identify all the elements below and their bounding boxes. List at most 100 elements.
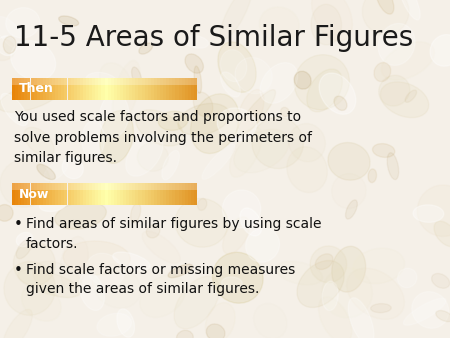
Ellipse shape — [100, 111, 134, 163]
Bar — [129, 78, 132, 100]
Bar — [184, 78, 188, 100]
Ellipse shape — [112, 61, 140, 123]
Ellipse shape — [436, 311, 450, 322]
Ellipse shape — [3, 36, 16, 53]
Ellipse shape — [140, 275, 185, 317]
Ellipse shape — [190, 94, 239, 153]
Ellipse shape — [368, 169, 377, 183]
Ellipse shape — [432, 273, 450, 288]
Bar — [55, 78, 58, 100]
Ellipse shape — [139, 43, 153, 54]
Bar — [123, 183, 126, 205]
Ellipse shape — [16, 239, 32, 259]
Ellipse shape — [0, 36, 17, 55]
Bar — [188, 78, 191, 100]
Ellipse shape — [4, 262, 55, 315]
Ellipse shape — [178, 103, 230, 135]
Ellipse shape — [184, 35, 208, 48]
Bar — [154, 78, 157, 100]
Ellipse shape — [259, 7, 299, 42]
Ellipse shape — [362, 0, 409, 35]
Ellipse shape — [223, 217, 250, 254]
Bar — [24, 183, 27, 205]
Ellipse shape — [218, 42, 256, 92]
Bar — [166, 183, 169, 205]
Ellipse shape — [238, 90, 264, 132]
Bar — [151, 183, 154, 205]
Bar — [172, 78, 176, 100]
Ellipse shape — [137, 143, 168, 171]
Bar — [86, 183, 89, 205]
Ellipse shape — [430, 34, 450, 66]
Ellipse shape — [86, 72, 118, 92]
Ellipse shape — [18, 270, 81, 297]
Ellipse shape — [86, 253, 124, 287]
Bar — [92, 78, 95, 100]
Text: •: • — [14, 217, 23, 232]
Bar — [179, 183, 182, 205]
Bar — [55, 183, 58, 205]
Bar — [83, 78, 86, 100]
Bar — [101, 78, 104, 100]
Bar — [179, 78, 182, 100]
Ellipse shape — [382, 42, 434, 80]
Ellipse shape — [252, 117, 303, 169]
Bar — [95, 78, 99, 100]
Ellipse shape — [230, 127, 262, 177]
Ellipse shape — [399, 0, 420, 20]
Ellipse shape — [287, 147, 327, 193]
Ellipse shape — [11, 41, 56, 80]
Bar — [36, 183, 40, 205]
Bar — [172, 183, 176, 205]
Bar — [46, 183, 49, 205]
Bar — [34, 183, 36, 205]
Ellipse shape — [322, 281, 338, 311]
Bar — [141, 78, 144, 100]
Bar — [92, 183, 95, 205]
Text: Then: Then — [19, 82, 54, 96]
Ellipse shape — [217, 108, 256, 140]
Ellipse shape — [63, 241, 130, 275]
Bar — [132, 78, 135, 100]
Bar — [43, 183, 46, 205]
Bar — [117, 78, 120, 100]
Bar — [12, 183, 197, 190]
Text: Now: Now — [19, 188, 50, 200]
Bar — [166, 78, 169, 100]
Ellipse shape — [60, 237, 88, 289]
Bar — [129, 183, 132, 205]
Ellipse shape — [0, 159, 50, 207]
Bar — [49, 78, 52, 100]
Ellipse shape — [158, 111, 188, 130]
Ellipse shape — [276, 261, 323, 285]
Bar — [117, 183, 120, 205]
Ellipse shape — [37, 164, 55, 179]
Bar — [108, 183, 111, 205]
Bar — [64, 183, 68, 205]
Ellipse shape — [3, 309, 32, 338]
Bar — [77, 78, 80, 100]
Ellipse shape — [97, 313, 131, 336]
Bar — [77, 183, 80, 205]
Bar — [144, 183, 148, 205]
Ellipse shape — [374, 63, 391, 81]
Ellipse shape — [168, 264, 193, 278]
Ellipse shape — [0, 17, 24, 49]
Bar — [43, 78, 46, 100]
Bar — [31, 183, 34, 205]
Ellipse shape — [346, 200, 357, 219]
Bar — [34, 78, 36, 100]
Ellipse shape — [380, 82, 429, 118]
Bar — [148, 183, 151, 205]
Ellipse shape — [99, 94, 129, 138]
Bar — [18, 78, 21, 100]
Ellipse shape — [297, 261, 344, 308]
Bar — [36, 78, 40, 100]
Ellipse shape — [58, 16, 79, 26]
Bar — [95, 183, 99, 205]
Bar — [24, 78, 27, 100]
Ellipse shape — [16, 232, 33, 247]
Ellipse shape — [79, 272, 104, 310]
Ellipse shape — [221, 277, 242, 289]
Ellipse shape — [417, 185, 450, 236]
